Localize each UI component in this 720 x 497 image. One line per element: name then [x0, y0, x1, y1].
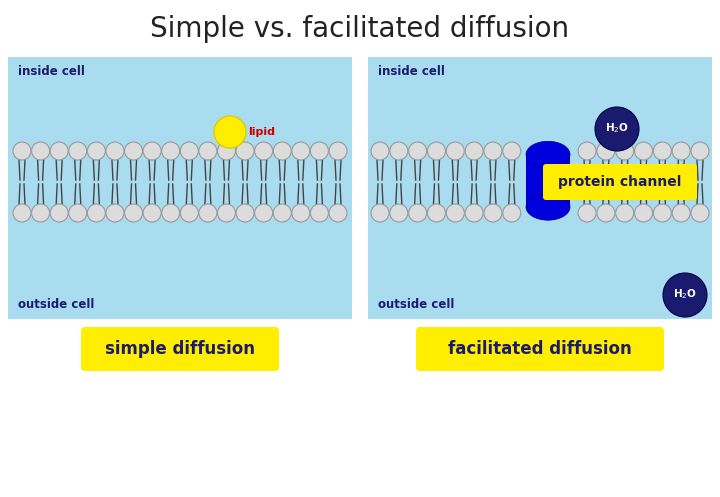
Circle shape [106, 142, 124, 160]
Circle shape [409, 204, 427, 222]
Circle shape [32, 204, 50, 222]
Text: simple diffusion: simple diffusion [105, 340, 255, 358]
Ellipse shape [526, 141, 570, 167]
Circle shape [484, 204, 502, 222]
Circle shape [273, 142, 291, 160]
Circle shape [672, 204, 690, 222]
Circle shape [180, 142, 198, 160]
Circle shape [214, 116, 246, 148]
Circle shape [199, 204, 217, 222]
Circle shape [162, 142, 180, 160]
Circle shape [273, 204, 291, 222]
Circle shape [180, 204, 198, 222]
Circle shape [292, 142, 310, 160]
Bar [8, 57, 352, 319]
Circle shape [217, 142, 235, 160]
Circle shape [663, 273, 707, 317]
Text: protein channel: protein channel [558, 175, 682, 189]
Bar [526, 155, 570, 207]
Circle shape [465, 142, 483, 160]
Circle shape [162, 204, 180, 222]
FancyBboxPatch shape [81, 327, 279, 371]
Circle shape [13, 204, 31, 222]
Text: outside cell: outside cell [18, 298, 94, 311]
Circle shape [69, 204, 87, 222]
Circle shape [616, 142, 634, 160]
Circle shape [578, 142, 596, 160]
Circle shape [87, 142, 105, 160]
Circle shape [653, 142, 671, 160]
Circle shape [597, 142, 615, 160]
Text: facilitated diffusion: facilitated diffusion [448, 340, 632, 358]
Circle shape [255, 204, 273, 222]
Text: inside cell: inside cell [18, 65, 85, 78]
Circle shape [390, 204, 408, 222]
Text: H$_2$O: H$_2$O [605, 121, 629, 135]
Text: inside cell: inside cell [378, 65, 445, 78]
Circle shape [292, 204, 310, 222]
Circle shape [236, 204, 254, 222]
Circle shape [371, 204, 389, 222]
FancyBboxPatch shape [543, 164, 697, 200]
Circle shape [446, 204, 464, 222]
Circle shape [390, 142, 408, 160]
Circle shape [32, 142, 50, 160]
Circle shape [13, 142, 31, 160]
Circle shape [125, 204, 143, 222]
Circle shape [217, 204, 235, 222]
Circle shape [595, 107, 639, 151]
Circle shape [143, 204, 161, 222]
Circle shape [634, 142, 652, 160]
Circle shape [634, 204, 652, 222]
Text: outside cell: outside cell [378, 298, 454, 311]
Circle shape [653, 204, 671, 222]
Circle shape [578, 204, 596, 222]
Ellipse shape [526, 194, 570, 220]
Circle shape [616, 204, 634, 222]
Circle shape [125, 142, 143, 160]
Circle shape [428, 204, 446, 222]
Circle shape [310, 204, 328, 222]
FancyBboxPatch shape [416, 327, 664, 371]
Circle shape [691, 142, 709, 160]
Circle shape [484, 142, 502, 160]
Circle shape [69, 142, 87, 160]
Circle shape [672, 142, 690, 160]
Circle shape [691, 204, 709, 222]
Text: H$_2$O: H$_2$O [673, 287, 697, 301]
Circle shape [329, 142, 347, 160]
Text: Simple vs. facilitated diffusion: Simple vs. facilitated diffusion [150, 15, 570, 43]
Circle shape [371, 142, 389, 160]
Circle shape [87, 204, 105, 222]
Circle shape [428, 142, 446, 160]
Circle shape [597, 204, 615, 222]
Text: lipid: lipid [248, 127, 275, 137]
Circle shape [409, 142, 427, 160]
Circle shape [310, 142, 328, 160]
Circle shape [503, 204, 521, 222]
Circle shape [465, 204, 483, 222]
Circle shape [50, 204, 68, 222]
Circle shape [199, 142, 217, 160]
Circle shape [106, 204, 124, 222]
Circle shape [329, 204, 347, 222]
Circle shape [255, 142, 273, 160]
Circle shape [503, 142, 521, 160]
Bar [368, 57, 712, 319]
Circle shape [50, 142, 68, 160]
Circle shape [236, 142, 254, 160]
Circle shape [446, 142, 464, 160]
Circle shape [143, 142, 161, 160]
